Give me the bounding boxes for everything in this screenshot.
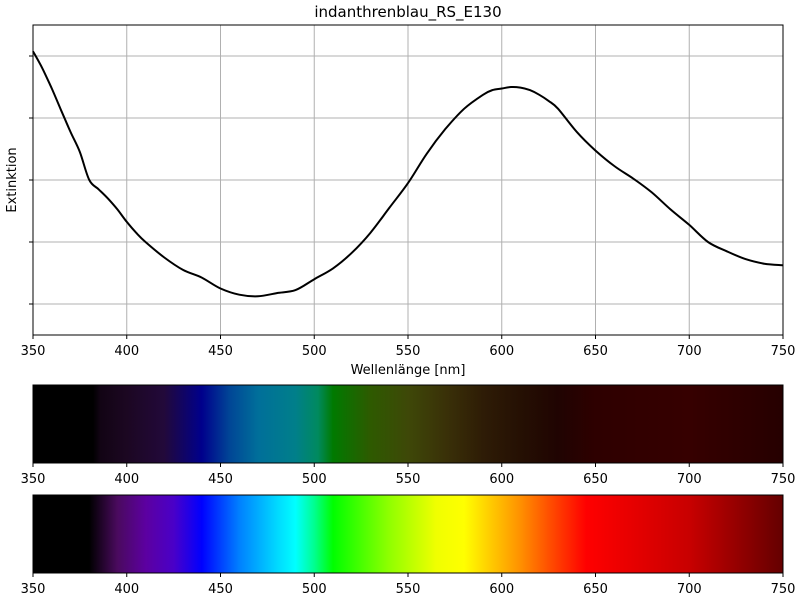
x-tick-label: 450 bbox=[208, 344, 233, 359]
full-spectrum-axis: 350 400 450 500 550 600 650 700 750 bbox=[21, 573, 796, 597]
y-axis-label: Extinktion bbox=[5, 147, 20, 212]
x-tick-label: 550 bbox=[396, 344, 421, 359]
x-tick-label: 500 bbox=[302, 344, 327, 359]
chart-title: indanthrenblau_RS_E130 bbox=[314, 3, 501, 22]
bar-x-tick-label: 400 bbox=[114, 582, 139, 597]
bar-x-tick-label: 600 bbox=[489, 472, 514, 487]
x-axis-label: Wellenlänge [nm] bbox=[351, 363, 466, 378]
bar-x-tick-label: 600 bbox=[489, 582, 514, 597]
extinction-curve bbox=[32, 50, 784, 298]
bar-x-tick-label: 700 bbox=[677, 472, 702, 487]
bar-x-tick-label: 650 bbox=[583, 472, 608, 487]
bar-x-tick-label: 550 bbox=[396, 582, 421, 597]
full-spectrum-bar bbox=[32, 494, 784, 574]
transmitted-spectrum-axis: 350 400 450 500 550 600 650 700 750 bbox=[21, 463, 796, 487]
bar-x-tick-label: 350 bbox=[21, 582, 46, 597]
x-tick-label: 650 bbox=[583, 344, 608, 359]
x-axis: 350 400 450 500 550 600 650 700 750 bbox=[21, 335, 796, 359]
x-tick-label: 750 bbox=[771, 344, 796, 359]
bar-x-tick-label: 550 bbox=[396, 472, 421, 487]
y-axis bbox=[29, 55, 33, 305]
bar-x-tick-label: 500 bbox=[302, 472, 327, 487]
bar-x-tick-label: 450 bbox=[208, 582, 233, 597]
bar-x-tick-label: 750 bbox=[771, 472, 796, 487]
grid-lines bbox=[32, 25, 784, 335]
x-tick-label: 400 bbox=[114, 344, 139, 359]
bar-x-tick-label: 350 bbox=[21, 472, 46, 487]
bar-x-tick-label: 450 bbox=[208, 472, 233, 487]
bar-x-tick-label: 400 bbox=[114, 472, 139, 487]
bar-x-tick-label: 500 bbox=[302, 582, 327, 597]
transmitted-spectrum-bar bbox=[32, 384, 784, 464]
bar-x-tick-label: 700 bbox=[677, 582, 702, 597]
x-tick-label: 700 bbox=[677, 344, 702, 359]
x-tick-label: 600 bbox=[489, 344, 514, 359]
x-tick-label: 350 bbox=[21, 344, 46, 359]
bar-x-tick-label: 750 bbox=[771, 582, 796, 597]
bar-x-tick-label: 650 bbox=[583, 582, 608, 597]
